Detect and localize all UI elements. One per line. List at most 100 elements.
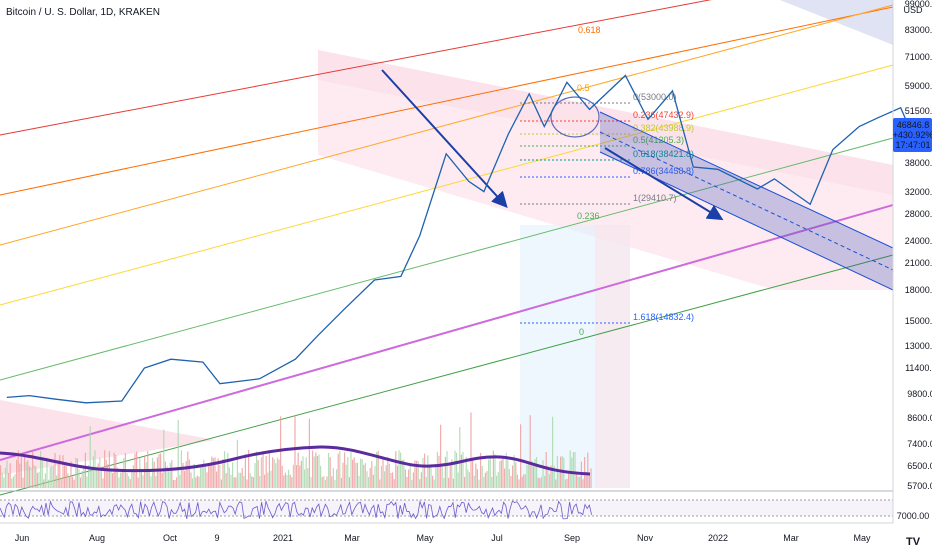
pitchfork-line-purple [0, 204, 894, 461]
volume-bar [542, 460, 544, 488]
volume-bar [249, 473, 251, 488]
price-tick-label: 51500.0 [905, 106, 932, 116]
volume-bar [476, 469, 478, 488]
volume-bar [384, 471, 386, 488]
volume-bar [312, 450, 314, 488]
volume-bar [480, 452, 482, 488]
volume-bar [416, 460, 418, 488]
volume-bar [422, 457, 424, 488]
volume-bar [545, 452, 547, 488]
volume-bar [99, 457, 101, 488]
volume-bar [307, 468, 309, 488]
fib-level-label: 1(29410.7) [633, 193, 677, 203]
pitchfork-label: 0.5 [577, 83, 590, 93]
volume-bar [152, 457, 154, 488]
volume-bar [568, 473, 570, 488]
volume-bar [275, 463, 277, 488]
volume-bar [22, 477, 24, 488]
volume-bar [233, 477, 235, 488]
volume-bar [129, 479, 131, 488]
volume-bar [155, 475, 157, 488]
volume-bar [332, 468, 334, 488]
volume-bar [195, 477, 197, 488]
volume-bar [478, 479, 480, 488]
volume-bar [339, 450, 341, 488]
volume-bar [30, 467, 32, 488]
volume-bar [222, 459, 224, 488]
volume-bar [417, 461, 419, 488]
volume-bar [385, 465, 387, 488]
volume-bar [462, 451, 464, 488]
volume-bar [486, 471, 488, 488]
volume-bar [107, 464, 109, 488]
volume-bar [185, 461, 187, 488]
price-tick-label: 24000.0 [905, 236, 932, 246]
volume-bar [148, 469, 150, 488]
volume-bar [25, 461, 27, 488]
volume-bar [515, 462, 517, 488]
volume-bar [585, 472, 587, 488]
volume-bar [116, 467, 118, 488]
pitchfork-line-red [0, 0, 712, 136]
volume-bar [83, 466, 85, 488]
volume-bar [54, 453, 56, 488]
volume-bar [36, 472, 38, 488]
volume-bar [358, 475, 360, 488]
volume-bar [475, 463, 477, 488]
volume-bar [57, 460, 59, 488]
volume-bar [537, 477, 539, 488]
volume-bar [67, 473, 69, 488]
volume-bar [6, 460, 8, 488]
volume-bar [372, 474, 374, 488]
volume-bar [14, 474, 16, 488]
volume-bar [225, 473, 227, 488]
volume-bar [236, 439, 238, 488]
date-tick-label: 9 [214, 533, 219, 543]
volume-bar [579, 476, 581, 488]
volume-bar [409, 464, 411, 488]
volume-bar [497, 472, 499, 488]
price-tick-label: 28000.0 [905, 209, 932, 219]
volume-bar [91, 467, 93, 488]
volume-bar [376, 452, 378, 488]
volume-bar [507, 457, 509, 488]
volume-bar [310, 477, 312, 488]
volume-bar [472, 457, 474, 488]
volume-bar [20, 456, 22, 488]
volume-bar [262, 451, 264, 488]
volume-bar [572, 452, 574, 488]
volume-bar [390, 473, 392, 488]
volume-bar [411, 479, 413, 488]
volume-bar [44, 473, 46, 488]
volume-bar [280, 416, 282, 488]
volume-bar [220, 479, 222, 488]
date-tick-label: Oct [163, 533, 178, 543]
volume-bar [112, 473, 114, 488]
small-pink-channel [0, 400, 215, 475]
volume-bar [294, 414, 296, 488]
volume-bar [329, 457, 331, 488]
volume-bar [523, 474, 525, 488]
date-tick-label: Aug [89, 533, 105, 543]
volume-bar [38, 471, 40, 488]
volume-bar [65, 465, 67, 488]
volume-bar [547, 465, 549, 488]
volume-bar [465, 456, 467, 488]
volume-bar [60, 477, 62, 488]
volume-bar [28, 466, 30, 488]
volume-bar [252, 477, 254, 488]
fib-level-label: 0.786(34458.8) [633, 166, 694, 176]
highlight-ellipse [550, 96, 600, 138]
volume-bar [75, 457, 77, 488]
volume-bar [404, 469, 406, 488]
volume-bar [494, 454, 496, 488]
volume-bar [64, 465, 66, 488]
volume-bar [558, 472, 560, 488]
volume-bar [92, 456, 94, 488]
volume-bar [142, 475, 144, 488]
volume-bar [336, 469, 338, 488]
volume-bar [276, 457, 278, 488]
volume-bar [84, 452, 86, 488]
